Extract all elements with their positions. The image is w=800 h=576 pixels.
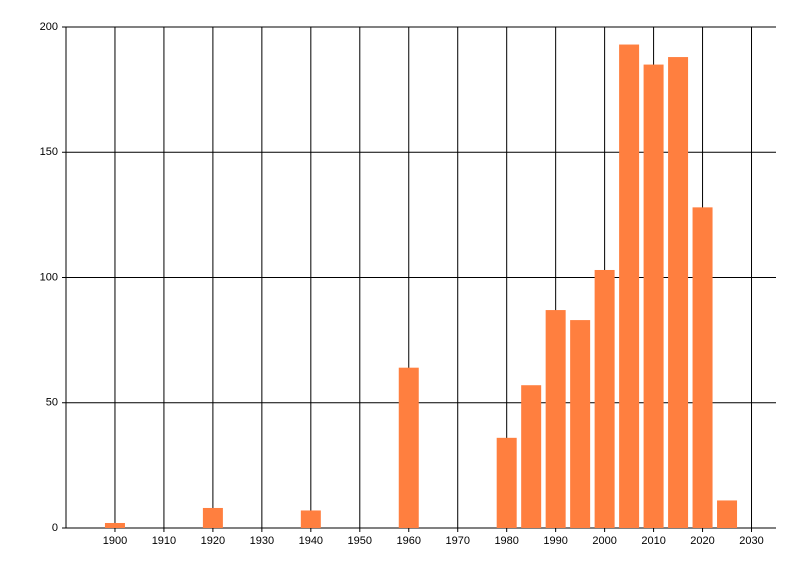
bar <box>104 522 125 528</box>
bar <box>643 64 664 528</box>
bar <box>521 385 542 528</box>
x-tick-label: 1930 <box>250 535 274 547</box>
x-tick-label: 1910 <box>152 535 176 547</box>
bar <box>619 44 640 528</box>
bar <box>398 367 419 528</box>
bar <box>202 507 223 528</box>
y-tick-label: 150 <box>40 146 58 158</box>
y-tick-label: 50 <box>46 397 58 409</box>
x-tick-label: 1920 <box>201 535 225 547</box>
bar <box>496 437 517 528</box>
y-tick-label: 200 <box>40 21 58 33</box>
x-tick-label: 1940 <box>299 535 323 547</box>
y-tick-label: 100 <box>40 271 58 283</box>
x-tick-label: 1900 <box>103 535 127 547</box>
bar <box>570 320 591 528</box>
x-tick-label: 2030 <box>739 535 763 547</box>
x-tick-label: 1980 <box>494 535 518 547</box>
x-tick-label: 1950 <box>348 535 372 547</box>
x-tick-label: 2010 <box>641 535 665 547</box>
y-tick-label: 0 <box>52 522 58 534</box>
x-tick-label: 2020 <box>690 535 714 547</box>
bar <box>545 310 566 528</box>
x-tick-label: 1960 <box>397 535 421 547</box>
bar <box>717 500 738 528</box>
x-tick-label: 1970 <box>445 535 469 547</box>
x-tick-label: 2000 <box>592 535 616 547</box>
bar <box>300 510 321 528</box>
x-tick-label: 1990 <box>543 535 567 547</box>
bar <box>692 207 713 529</box>
bar <box>594 269 615 528</box>
bar <box>668 57 689 529</box>
